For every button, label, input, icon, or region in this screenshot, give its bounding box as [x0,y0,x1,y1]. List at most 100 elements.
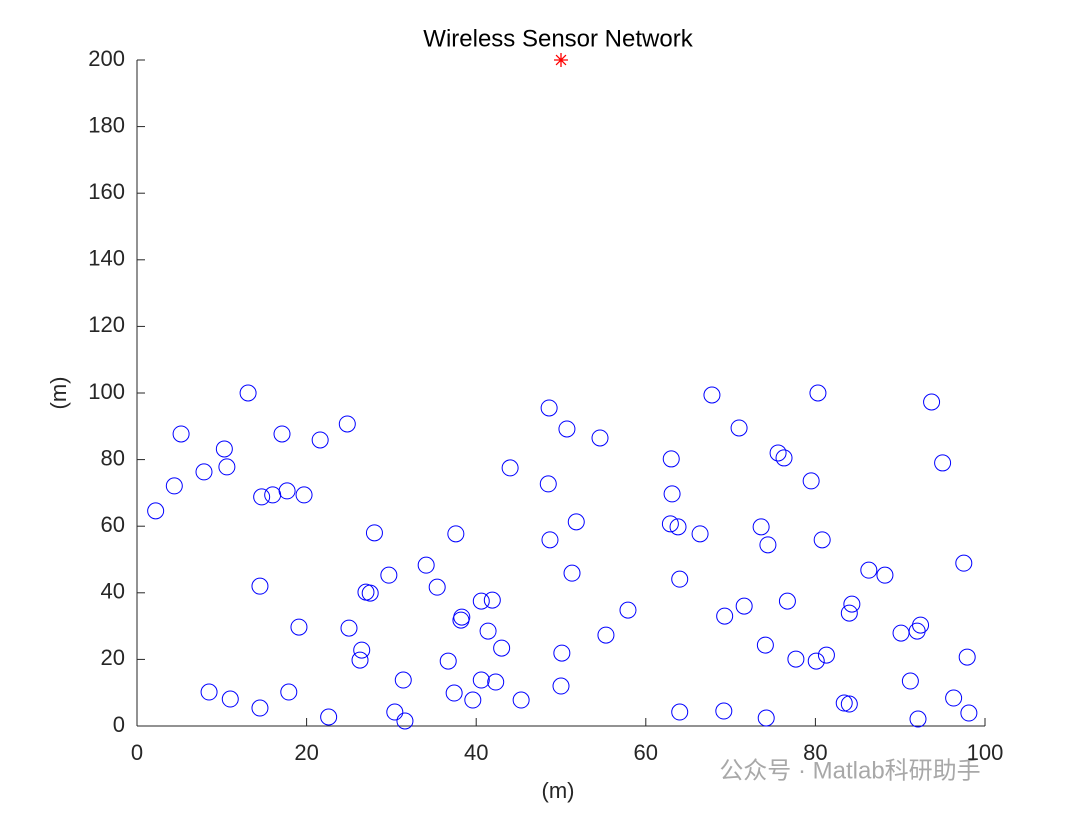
sensor-node [909,710,927,728]
x-tick-label: 40 [464,740,488,765]
sensor-node [759,536,777,554]
sensor-node [472,671,490,689]
sensor-node [396,712,414,730]
sensor-node [483,591,501,609]
sensor-node [669,518,687,536]
sensor-node [251,699,269,717]
y-tick-label: 180 [88,112,125,137]
sensor-node [807,652,825,670]
sensor-node [501,459,519,477]
sensor-node [447,525,465,543]
sensor-node [730,419,748,437]
sensor-node [380,566,398,584]
sensor-node [215,440,233,458]
sensor-node [876,566,894,584]
y-tick-label: 120 [88,312,125,337]
sensor-node [835,694,853,712]
sensor-node [552,677,570,695]
y-axis-label: (m) [46,377,71,410]
sensor-node [901,672,919,690]
sensor-node [280,683,298,701]
sensor-node [340,619,358,637]
sensor-node [541,531,559,549]
sensor-node [290,618,308,636]
sensor-node [361,584,379,602]
sensor-node [452,611,470,629]
sensor-node [840,695,858,713]
x-tick-label: 20 [294,740,318,765]
y-tick-label: 40 [101,579,125,604]
sink-node [554,53,568,67]
sensor-node [540,399,558,417]
y-tick-label: 200 [88,46,125,71]
sensor-node [908,622,926,640]
sensor-node [802,472,820,490]
sensor-node [591,429,609,447]
sensor-node [221,690,239,708]
sensor-node [251,577,269,595]
sensor-node [663,485,681,503]
sensor-node [417,556,435,574]
sensor-node [958,648,976,666]
sensor-node [493,639,511,657]
sensor-node [703,386,721,404]
sensor-node [558,420,576,438]
sensor-node [472,592,490,610]
sensor-node [934,454,952,472]
sensor-node [955,554,973,572]
sensor-node [311,431,329,449]
sensor-node [320,708,338,726]
sensor-node [295,486,313,504]
sensor-node [487,673,505,691]
sensor-node [769,444,787,462]
sensor-node [365,524,383,542]
sensor-node [218,458,236,476]
sensor-node [195,463,213,481]
sensor-node [351,651,369,669]
y-tick-label: 0 [113,712,125,737]
sensor-node [662,450,680,468]
sensor-node [716,607,734,625]
x-tick-label: 0 [131,740,143,765]
sensor-node [386,703,404,721]
sensor-node [619,601,637,619]
sensor-node [479,622,497,640]
y-tick-label: 140 [88,246,125,271]
sensor-node [512,691,530,709]
sensor-node [567,513,585,531]
sensor-node [787,650,805,668]
sensor-node [735,597,753,615]
x-tick-label: 60 [634,740,658,765]
sensor-node [671,703,689,721]
sensor-node [200,683,218,701]
sensor-node [671,570,689,588]
chart-title: Wireless Sensor Network [423,25,693,52]
sensor-node [756,636,774,654]
sensor-node [165,477,183,495]
sensor-node [338,415,356,433]
sensor-node [817,646,835,664]
sensor-node [394,671,412,689]
sensor-node [691,525,709,543]
sensor-node [843,595,861,613]
sensor-node [273,425,291,443]
sensor-node [353,641,371,659]
sensor-node [553,644,571,662]
sensor-node [752,518,770,536]
sensor-node [945,689,963,707]
sensor-node [253,488,271,506]
sensor-node [840,604,858,622]
y-tick-label: 160 [88,179,125,204]
sensor-node [661,515,679,533]
watermark: 公众号 · Matlab科研助手 [719,757,980,784]
sensor-node [464,691,482,709]
sensor-node [757,709,775,727]
sensor-node [147,502,165,520]
sensor-node [923,393,941,411]
y-tick-label: 100 [88,379,125,404]
sensor-node [715,702,733,720]
x-tick-label: 80 [803,740,827,765]
y-tick-label: 60 [101,512,125,537]
